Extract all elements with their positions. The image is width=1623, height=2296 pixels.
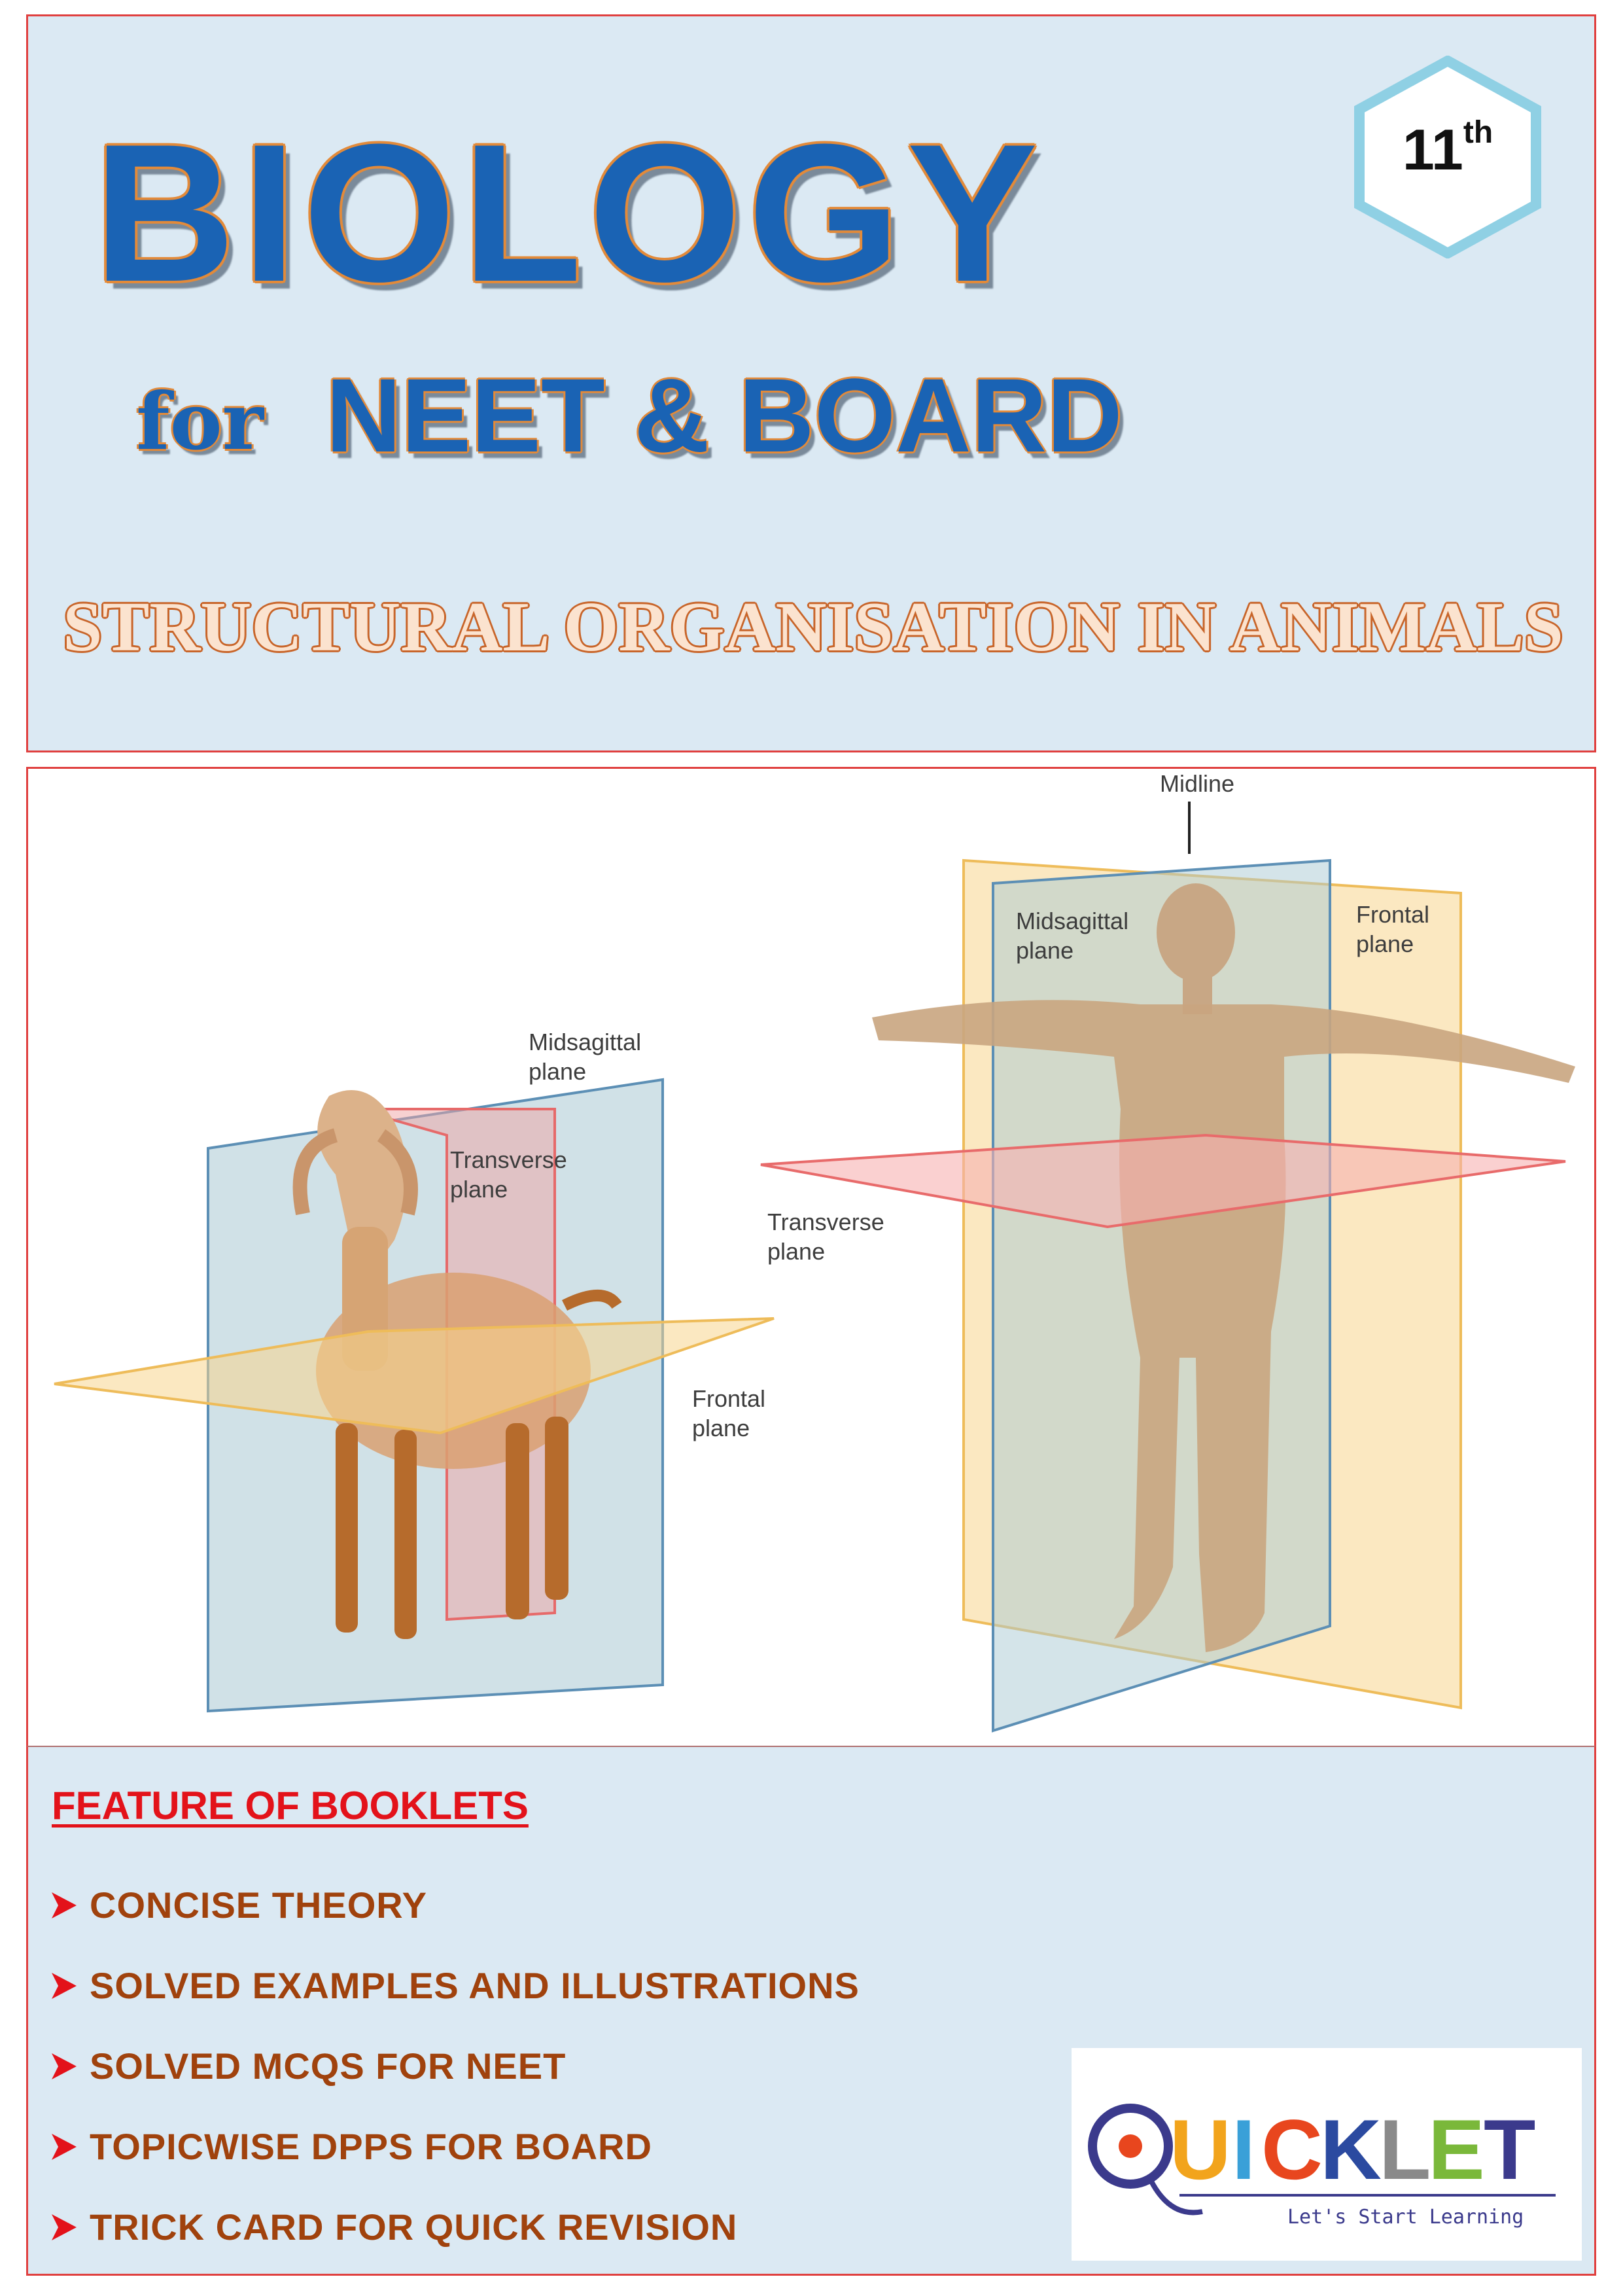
goat-label-midsagittal-2: plane: [529, 1058, 586, 1085]
human-transverse-plane: [760, 1133, 1566, 1229]
arrowhead-bullet-icon: [52, 2053, 77, 2079]
goat-label-transverse-1: Transverse: [450, 1146, 567, 1173]
chapter-title: STRUCTURAL ORGANISATION IN ANIMALS: [63, 588, 1563, 666]
arrowhead-bullet-icon: [52, 1972, 77, 1999]
human-body: [872, 883, 1575, 1652]
grade-number: 11: [1402, 117, 1463, 182]
arrowhead-bullet-icon: [52, 2214, 77, 2240]
list-item: TOPICWISE DPPS FOR BOARD: [48, 2106, 860, 2187]
goat-label-frontal-2: plane: [692, 1415, 750, 1441]
logo-letter-c: C: [1261, 2102, 1323, 2197]
cover-header: BIOLOGY for NEET & BOARD 11th STRUCTURAL…: [26, 14, 1596, 752]
anatomical-planes-figure: Midsagittal plane Transverse plane Front…: [26, 767, 1596, 1746]
goat-label-frontal-1: Frontal: [692, 1385, 765, 1412]
human-label-midsagittal-2: plane: [1016, 937, 1073, 964]
goat-label-transverse-2: plane: [450, 1176, 508, 1203]
feature-text: TRICK CARD FOR QUICK REVISION: [90, 2206, 738, 2248]
list-item: CONCISE THEORY: [48, 1865, 860, 1945]
features-section: FEATURE OF BOOKLETS CONCISE THEORY SOLVE…: [26, 1746, 1596, 2276]
quicklet-logo: U I C K L E T Let's Start Learning: [1072, 2048, 1582, 2261]
grade-suffix: th: [1463, 115, 1493, 150]
features-list: CONCISE THEORY SOLVED EXAMPLES AND ILLUS…: [48, 1865, 860, 2267]
logo-letter-e: E: [1428, 2102, 1485, 2197]
title-for-word: for: [136, 376, 264, 468]
logo-letter-u: U: [1170, 2102, 1231, 2197]
planes-illustration: Midsagittal plane Transverse plane Front…: [54, 770, 1575, 1733]
logo-tagline: Let's Start Learning: [1287, 2206, 1524, 2229]
arrowhead-bullet-icon: [52, 1892, 77, 1918]
goat-diagram: Midsagittal plane Transverse plane Front…: [54, 1029, 775, 1713]
book-title: BIOLOGY: [94, 103, 1045, 323]
grade-badge: 11th: [1350, 117, 1546, 179]
exam-title: NEET & BOARD: [326, 357, 1123, 474]
human-label-transverse-2: plane: [767, 1238, 825, 1265]
list-item: SOLVED MCQS FOR NEET: [48, 2026, 860, 2106]
features-heading: FEATURE OF BOOKLETS: [52, 1784, 529, 1828]
goat-frontal-plane: [54, 1317, 775, 1435]
list-item: TRICK CARD FOR QUICK REVISION: [48, 2187, 860, 2267]
logo-letter-k: K: [1320, 2102, 1382, 2197]
feature-text: SOLVED EXAMPLES AND ILLUSTRATIONS: [90, 1965, 860, 2006]
feature-text: SOLVED MCQS FOR NEET: [90, 2045, 567, 2087]
list-item: SOLVED EXAMPLES AND ILLUSTRATIONS: [48, 1945, 860, 2026]
human-label-midline: Midline: [1160, 770, 1234, 797]
human-label-frontal-1: Frontal: [1356, 901, 1429, 928]
human-label-transverse-1: Transverse: [767, 1209, 884, 1235]
human-diagram: Midline Midsagittal plane Frontal plane …: [760, 770, 1575, 1733]
logo-letter-i: I: [1232, 2102, 1255, 2197]
logo-letter-l: L: [1379, 2102, 1431, 2197]
feature-text: CONCISE THEORY: [90, 1884, 427, 1926]
human-label-midsagittal-1: Midsagittal: [1016, 908, 1128, 934]
hexagon-badge-icon: [1354, 56, 1541, 258]
logo-letter-t: T: [1484, 2102, 1535, 2197]
human-label-frontal-2: plane: [1356, 930, 1414, 957]
arrowhead-bullet-icon: [52, 2133, 77, 2160]
goat-label-midsagittal-1: Midsagittal: [529, 1029, 641, 1055]
feature-text: TOPICWISE DPPS FOR BOARD: [90, 2126, 652, 2167]
quicklet-logo-mark: U I C K L E T Let's Start Learning: [1088, 2102, 1556, 2229]
